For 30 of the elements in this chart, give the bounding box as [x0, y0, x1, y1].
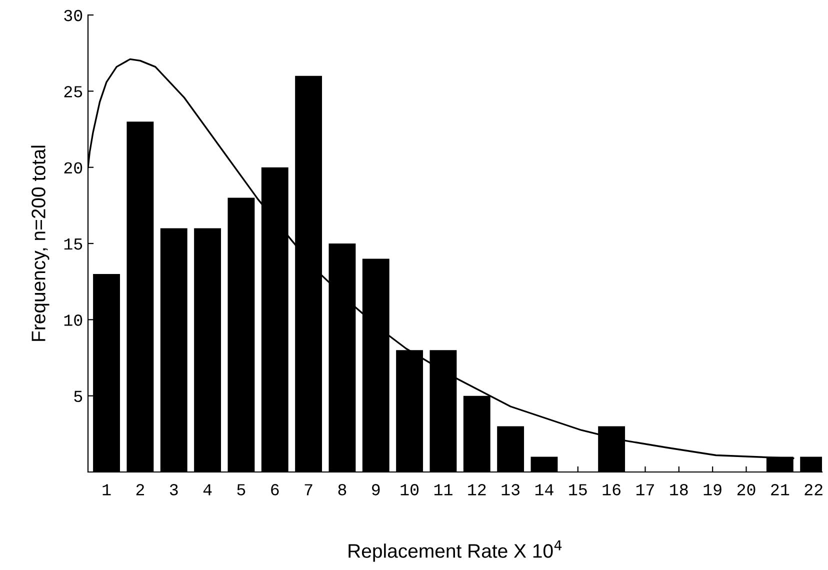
x-tick-label: 14 [535, 484, 554, 496]
x-tick-label: 17 [636, 484, 654, 496]
x-tick-label: 10 [400, 484, 419, 496]
x-tick-label: 18 [670, 484, 688, 496]
y-axis-title: Frequency, n=200 total [31, 146, 50, 341]
x-tick-label: 4 [203, 484, 212, 496]
y-tick-label: 10 [64, 314, 82, 326]
x-tick-label: 6 [271, 484, 279, 496]
x-tick-label: 11 [434, 484, 452, 496]
y-tick-label: 20 [64, 162, 82, 174]
x-tick-label: 3 [170, 484, 178, 496]
x-tick-label: 21 [771, 484, 790, 496]
y-tick-label: 15 [64, 238, 82, 250]
x-tick-label: 5 [237, 484, 246, 496]
x-tick-label: 15 [569, 484, 587, 496]
x-tick-label: 7 [304, 484, 312, 496]
x-tick-label: 1 [102, 484, 111, 496]
x-tick-label: 2 [136, 484, 144, 496]
x-tick-label: 12 [468, 484, 486, 496]
x-tick-label: 9 [372, 484, 380, 496]
x-axis-title: Replacement Rate X 10$^{4}$ [348, 540, 562, 562]
y-tick-label: 30 [64, 10, 82, 22]
x-tick-label: 22 [804, 484, 822, 496]
y-tick-label: 5 [74, 390, 82, 402]
x-tick-label: 19 [704, 484, 722, 496]
y-tick-label: 25 [64, 86, 82, 98]
x-tick-label: 8 [338, 484, 346, 496]
x-tick-label: 16 [602, 484, 620, 496]
x-tick-label: 20 [737, 484, 756, 496]
x-tick-label: 13 [502, 484, 520, 496]
